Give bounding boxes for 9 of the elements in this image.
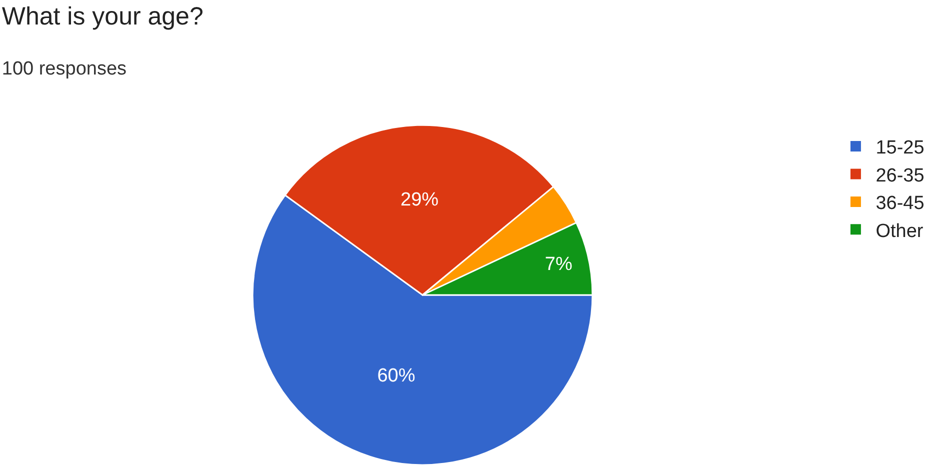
- data-label: 60%: [377, 365, 416, 386]
- legend-label: 36-45: [876, 193, 924, 214]
- legend-label: 15-25: [876, 138, 924, 159]
- data-label: 29%: [400, 190, 439, 211]
- chart-title: What is your age?: [2, 2, 204, 31]
- text: 100 responses: [2, 58, 127, 80]
- data-label: 7%: [544, 254, 572, 276]
- legend-label: 26-35: [876, 165, 924, 186]
- legend-label: Other: [876, 220, 924, 242]
